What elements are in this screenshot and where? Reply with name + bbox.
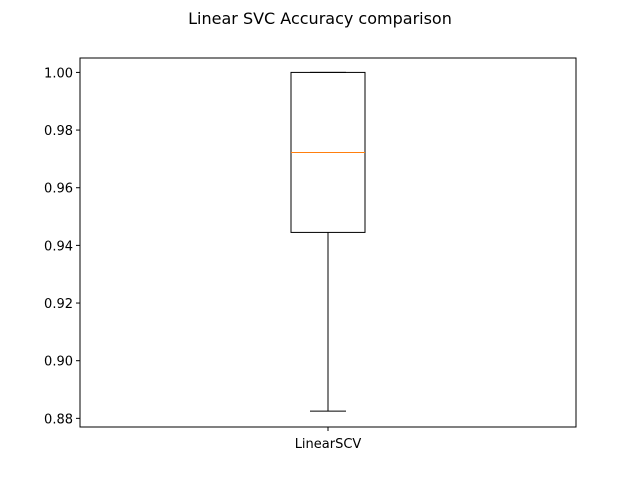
y-tick-label: 0.92 (44, 297, 73, 312)
y-tick-label: 0.90 (44, 355, 73, 370)
chart-title: Linear SVC Accuracy comparison (188, 9, 452, 28)
y-tick-label: 0.96 (44, 182, 73, 197)
plot-area: 0.88 0.90 0.92 0.94 0.96 0.98 1.00 LinearSCV (44, 66, 366, 452)
y-tick-label: 1.00 (44, 66, 73, 81)
y-tick-label: 0.98 (44, 124, 73, 139)
axes-frame (79, 57, 577, 428)
y-tick-label: 0.88 (44, 412, 73, 427)
y-tick-label: 0.94 (44, 239, 73, 254)
x-tick-label: LinearSCV (295, 437, 362, 452)
